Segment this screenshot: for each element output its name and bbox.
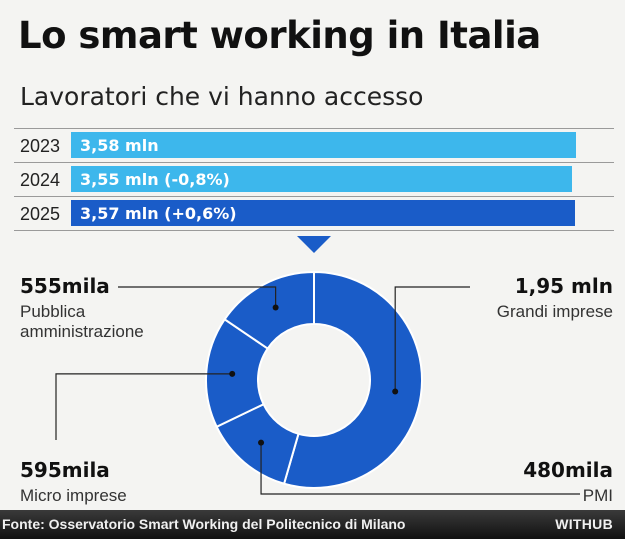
chart-subtitle: Lavoratori che vi hanno accesso	[20, 82, 424, 111]
callout-value-pa: 555mila	[20, 274, 110, 298]
leader-dot-2	[229, 370, 236, 377]
leader-line-1	[260, 442, 580, 495]
leader-line-2	[55, 373, 233, 440]
leader-dot-3	[272, 304, 279, 311]
callout-value-micro: 595mila	[20, 458, 110, 482]
bar-year-label: 2025	[20, 204, 61, 224]
bar-chart: 2023 3,58 mln 2024 3,55 mln (-0,8%) 2025…	[14, 128, 614, 231]
bar-row-2024: 2024 3,55 mln (-0,8%)	[14, 163, 614, 197]
bar-2024	[71, 166, 572, 192]
callout-value-pmi: 480mila	[523, 458, 613, 482]
bar-year-label: 2023	[20, 136, 61, 156]
brand-logo: WITHUB	[555, 516, 613, 532]
bar-row-2023: 2023 3,58 mln	[14, 128, 614, 163]
pointer-arrow-icon	[297, 236, 331, 253]
bar-row-2025: 2025 3,57 mln (+0,6%)	[14, 197, 614, 231]
bar-2023	[71, 132, 576, 158]
source-note: Fonte: Osservatorio Smart Working del Po…	[2, 516, 406, 532]
footer-bar: Fonte: Osservatorio Smart Working del Po…	[0, 510, 625, 539]
callout-label-pmi: PMI	[582, 486, 613, 505]
bar-2025	[71, 200, 575, 226]
callout-label-pa: Pubblica amministrazione	[20, 302, 144, 341]
leader-line-0	[394, 286, 470, 392]
leader-dot-1	[258, 439, 265, 446]
callout-label-grandi: Grandi imprese	[496, 302, 613, 321]
leader-line-3	[118, 286, 277, 308]
leader-dot-0	[392, 388, 399, 395]
donut-slice-3	[223, 270, 315, 350]
callout-value-grandi: 1,95 mln	[514, 274, 613, 298]
bar-value-label: 3,58 mln	[80, 136, 159, 155]
chart-title: Lo smart working in Italia	[18, 14, 541, 57]
callout-label-micro: Micro imprese	[20, 486, 127, 505]
bar-year-label: 2024	[20, 170, 61, 190]
donut-slice-0	[282, 270, 423, 489]
bar-value-label: 3,55 mln (-0,8%)	[80, 170, 230, 189]
bar-value-label: 3,57 mln (+0,6%)	[80, 204, 237, 223]
